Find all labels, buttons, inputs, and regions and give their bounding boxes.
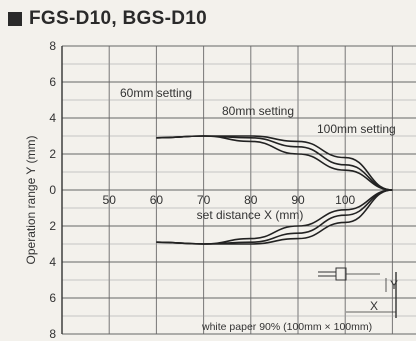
y-tick-label: 2 [49, 147, 56, 161]
inset-x-label: X [370, 299, 378, 313]
series-line-3-lower [156, 189, 393, 245]
x-tick-label: 50 [103, 193, 117, 207]
footnote: white paper 90% (100mm × 100mm) [201, 321, 372, 333]
inset-y-label: Y [390, 278, 398, 292]
x-tick-label: 70 [197, 193, 211, 207]
series-line-3-upper [156, 135, 393, 191]
series-label-60mm: 60mm setting [120, 86, 192, 100]
title-square-icon [8, 12, 22, 26]
series-line-2-upper [156, 135, 393, 191]
y-tick-label: 6 [49, 75, 56, 89]
measurement-inset-diagram: Y X [318, 267, 398, 318]
y-tick-label: 0 [49, 183, 56, 197]
y-tick-label: 4 [49, 255, 56, 269]
series-label-80mm: 80mm setting [222, 104, 294, 118]
y-tick-label: 8 [49, 327, 56, 341]
x-axis-label: set distance X (mm) [197, 208, 304, 222]
chart-header: FGS-D10, BGS-D10 [8, 6, 207, 32]
x-tick-label: 60 [150, 193, 164, 207]
y-tick-label: 2 [49, 219, 56, 233]
x-tick-label: 100 [335, 193, 355, 207]
y-tick-label: 8 [49, 39, 56, 53]
y-tick-label: 6 [49, 291, 56, 305]
y-axis-label: Operation range Y (mm) [24, 136, 38, 265]
x-tick-label: 80 [244, 193, 258, 207]
chart-title: FGS-D10, BGS-D10 [29, 8, 207, 29]
series-curves [156, 135, 393, 245]
y-tick-label: 4 [49, 111, 56, 125]
series-label-100mm: 100mm setting [317, 122, 396, 136]
x-tick-label: 90 [291, 193, 305, 207]
tick-labels: 50 60 70 80 90 100 8 6 4 2 0 2 4 6 8 [49, 39, 355, 341]
grid [61, 45, 416, 335]
series-line-1-upper [156, 135, 393, 191]
